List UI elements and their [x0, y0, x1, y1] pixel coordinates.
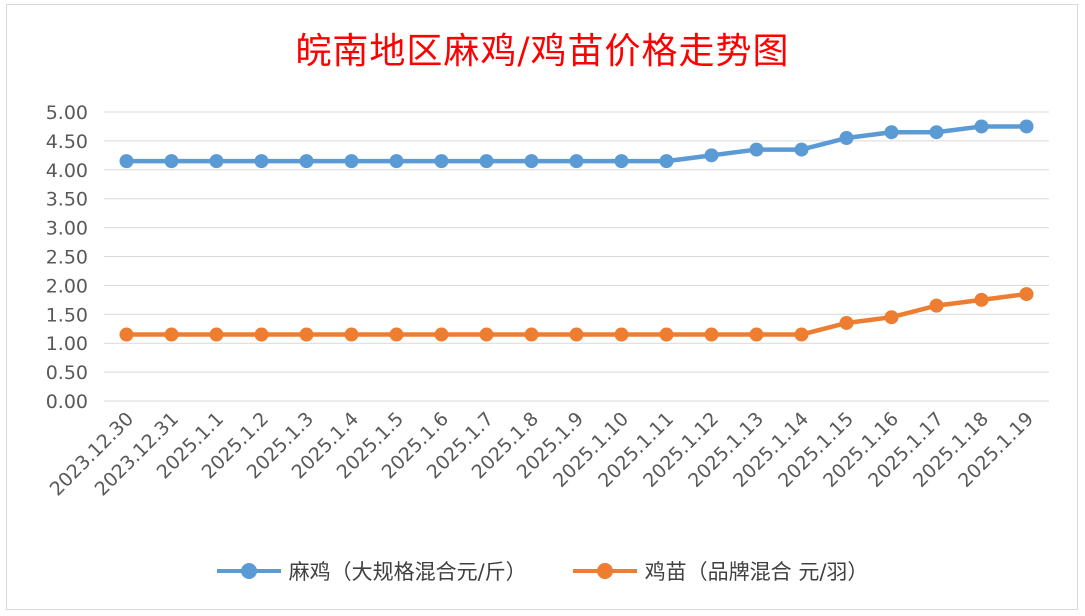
y-tick-label: 1.50: [46, 304, 88, 326]
data-point: [1019, 119, 1034, 134]
data-point: [434, 154, 449, 169]
legend-marker-icon: [572, 561, 637, 581]
data-point: [209, 154, 224, 169]
data-point: [164, 154, 179, 169]
chart-legend: 麻鸡（大规格混合元/斤） 鸡苗（品牌混合 元/羽）: [0, 556, 1085, 586]
data-point: [974, 292, 989, 307]
data-point: [974, 119, 989, 134]
data-point: [254, 327, 269, 342]
data-point: [794, 142, 809, 157]
data-point: [479, 154, 494, 169]
data-point: [209, 327, 224, 342]
data-point: [569, 154, 584, 169]
data-point: [839, 131, 854, 146]
data-point: [389, 154, 404, 169]
legend-item-series-1: 麻鸡（大规格混合元/斤）: [216, 556, 527, 586]
data-point: [524, 327, 539, 342]
data-point: [164, 327, 179, 342]
data-point: [254, 154, 269, 169]
data-point: [344, 327, 359, 342]
data-point: [614, 327, 629, 342]
data-point: [1019, 287, 1034, 302]
data-point: [119, 154, 134, 169]
y-tick-label: 4.00: [46, 160, 88, 182]
data-point: [704, 327, 719, 342]
y-tick-label: 0.00: [46, 391, 88, 413]
data-point: [884, 125, 899, 140]
data-point: [389, 327, 404, 342]
y-tick-label: 3.50: [46, 189, 88, 211]
data-point: [884, 310, 899, 325]
y-tick-label: 4.50: [46, 131, 88, 153]
chart-frame: [6, 4, 1078, 610]
data-point: [119, 327, 134, 342]
legend-label: 鸡苗（品牌混合 元/羽）: [644, 560, 869, 584]
legend-label: 麻鸡（大规格混合元/斤）: [288, 560, 527, 584]
data-point: [839, 315, 854, 330]
data-point: [749, 142, 764, 157]
data-point: [299, 154, 314, 169]
y-tick-label: 2.50: [46, 247, 88, 269]
data-point: [524, 154, 539, 169]
data-point: [569, 327, 584, 342]
y-tick-label: 0.50: [46, 362, 88, 384]
data-point: [659, 154, 674, 169]
data-point: [434, 327, 449, 342]
data-point: [929, 298, 944, 313]
data-point: [749, 327, 764, 342]
data-point: [344, 154, 359, 169]
y-tick-label: 5.00: [46, 102, 88, 124]
y-tick-label: 1.00: [46, 333, 88, 355]
data-point: [929, 125, 944, 140]
y-tick-label: 3.00: [46, 218, 88, 240]
data-point: [704, 148, 719, 163]
data-point: [794, 327, 809, 342]
data-point: [614, 154, 629, 169]
legend-item-series-2: 鸡苗（品牌混合 元/羽）: [572, 556, 869, 586]
legend-marker-icon: [216, 561, 281, 581]
data-point: [299, 327, 314, 342]
data-point: [479, 327, 494, 342]
data-point: [659, 327, 674, 342]
chart-title: 皖南地区麻鸡/鸡苗价格走势图: [295, 31, 790, 72]
y-tick-label: 2.00: [46, 275, 88, 297]
